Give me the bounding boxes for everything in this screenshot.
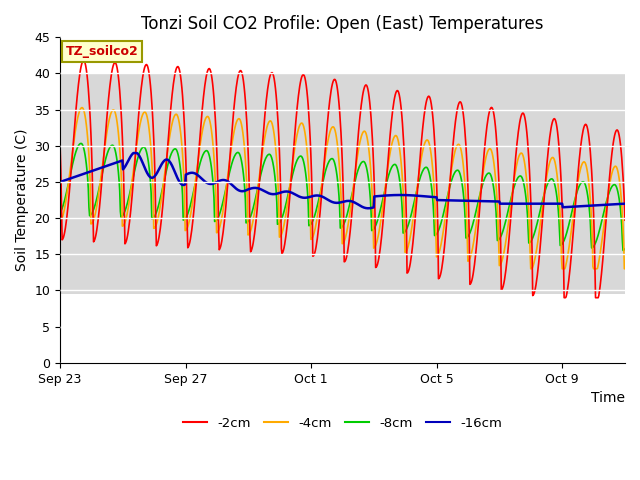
-16cm: [514, 201, 522, 206]
Y-axis label: Soil Temperature (C): Soil Temperature (C): [15, 129, 29, 271]
Legend: -2cm, -4cm, -8cm, -16cm: -2cm, -4cm, -8cm, -16cm: [178, 412, 508, 435]
-2cm: [513, 141, 521, 146]
-16cm: [365, 205, 372, 211]
-16cm: [77, 172, 84, 178]
-2cm: [292, 112, 300, 118]
-2cm: [560, 295, 568, 300]
-4cm: [262, 127, 270, 132]
-8cm: [621, 246, 629, 252]
-8cm: [56, 210, 64, 216]
-16cm: [292, 192, 300, 198]
-8cm: [77, 141, 84, 146]
-2cm: [621, 217, 629, 223]
-2cm: [377, 240, 385, 246]
-8cm: [292, 159, 300, 165]
-4cm: [513, 160, 521, 166]
-2cm: [77, 67, 84, 73]
X-axis label: Time: Time: [591, 391, 625, 405]
-8cm: [377, 205, 385, 211]
-4cm: [377, 217, 385, 223]
-2cm: [262, 97, 270, 103]
Bar: [60, 73, 625, 294]
Line: -4cm: -4cm: [60, 108, 625, 269]
-8cm: [619, 248, 627, 253]
-16cm: [190, 170, 198, 176]
-16cm: [621, 201, 629, 206]
-2cm: [56, 145, 64, 151]
-4cm: [621, 266, 629, 272]
-4cm: [527, 266, 534, 272]
-4cm: [292, 135, 300, 141]
Line: -2cm: -2cm: [60, 60, 625, 298]
-16cm: [130, 150, 138, 156]
Title: Tonzi Soil CO2 Profile: Open (East) Temperatures: Tonzi Soil CO2 Profile: Open (East) Temp…: [141, 15, 544, 33]
-2cm: [80, 58, 88, 63]
-8cm: [513, 176, 521, 182]
-8cm: [77, 141, 85, 146]
-2cm: [190, 210, 198, 216]
Text: TZ_soilco2: TZ_soilco2: [66, 45, 138, 58]
-16cm: [378, 193, 385, 199]
-4cm: [78, 105, 86, 110]
-8cm: [190, 188, 198, 194]
-4cm: [190, 192, 198, 197]
-16cm: [56, 179, 64, 185]
-4cm: [77, 106, 84, 112]
-4cm: [56, 219, 64, 225]
Line: -16cm: -16cm: [60, 153, 625, 208]
-16cm: [262, 189, 270, 195]
-8cm: [262, 154, 270, 160]
Line: -8cm: -8cm: [60, 144, 625, 251]
